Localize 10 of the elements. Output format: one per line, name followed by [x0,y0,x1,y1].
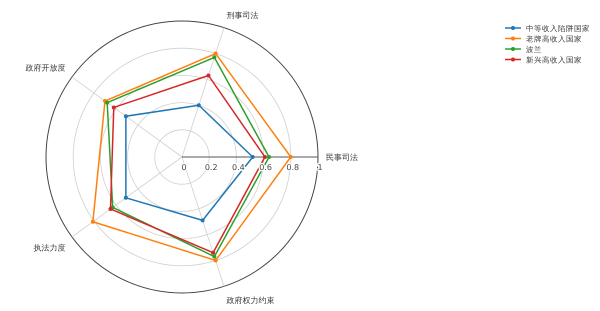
spoke-label: 执法力度 [33,244,66,253]
y-tick-label: 0.8 [286,163,300,172]
spoke-label: 政府开放度 [25,63,66,72]
spoke-label: 政府权力约束 [226,296,275,306]
spoke-label: 刑事司法 [226,10,259,20]
y-tick-label: 0.4 [232,163,245,172]
y-tick-label: 0.2 [204,163,218,172]
spoke-label: 民事司法 [326,153,358,162]
y-tick-label: 1 [317,163,323,172]
y-tick-label: 0 [181,163,187,172]
